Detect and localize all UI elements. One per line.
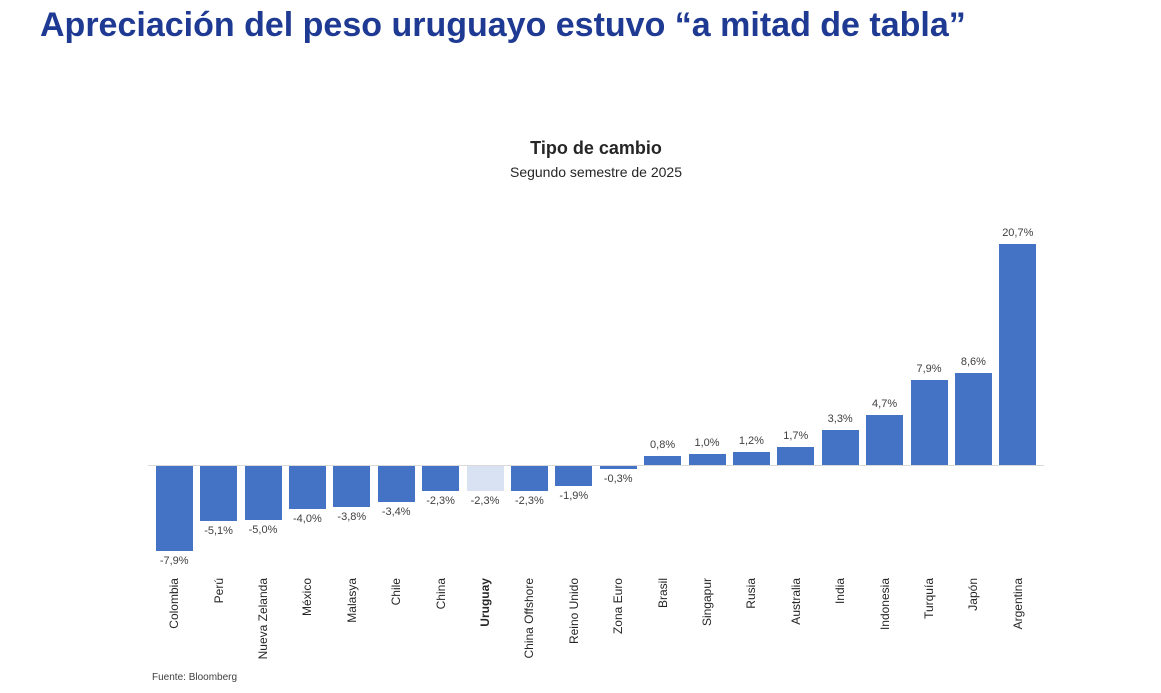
- category-label: Nueva Zelanda: [256, 578, 270, 660]
- value-label: -2,3%: [515, 494, 544, 507]
- category-label: México: [300, 578, 315, 617]
- category-label: Indonesia: [877, 578, 892, 631]
- bar: [510, 466, 548, 491]
- value-label: 7,9%: [916, 363, 942, 376]
- value-label: -3,4%: [381, 506, 411, 519]
- bar: [821, 429, 859, 465]
- value-label: 1,2%: [738, 435, 764, 448]
- bar: [333, 466, 371, 507]
- bar: [555, 466, 593, 487]
- category-label: Turquía: [922, 578, 936, 619]
- bar: [999, 243, 1037, 465]
- value-label: 20,7%: [1002, 226, 1034, 239]
- category-label: Japón: [966, 578, 981, 611]
- bar: [732, 452, 770, 465]
- chart-subtitle: Segundo semestre de 2025: [509, 164, 682, 180]
- category-label: Uruguay: [478, 578, 492, 627]
- value-label: -2,3%: [426, 494, 455, 507]
- bar: [954, 372, 992, 465]
- value-label: -4,0%: [293, 512, 322, 525]
- category-label: Singapur: [700, 578, 714, 627]
- value-label: -7,9%: [159, 554, 189, 567]
- category-label: India: [833, 578, 848, 605]
- category-label: Argentina: [1010, 578, 1025, 630]
- bar: [377, 466, 415, 503]
- bar: [688, 454, 726, 465]
- value-label: 0,8%: [650, 439, 676, 452]
- value-label: -0,3%: [603, 473, 633, 486]
- value-label: -3,8%: [337, 510, 367, 523]
- category-label: China Offshore: [522, 578, 537, 659]
- category-label: Chile: [389, 578, 404, 606]
- bar: [866, 414, 904, 465]
- category-label: Malasya: [344, 578, 359, 623]
- value-label: 3,3%: [827, 412, 853, 425]
- source-note: Fuente: Bloomberg: [152, 672, 238, 683]
- bar: [599, 466, 637, 470]
- value-label: -5,0%: [248, 523, 278, 536]
- value-label: 1,0%: [694, 437, 720, 450]
- value-label: -5,1%: [204, 524, 233, 537]
- bar: [777, 446, 815, 465]
- value-label: -1,9%: [559, 490, 589, 503]
- bar: [244, 466, 282, 520]
- zero-axis-line: [148, 465, 1044, 466]
- category-label: Rusia: [744, 578, 759, 609]
- bar: [422, 466, 460, 491]
- bar: [288, 466, 326, 509]
- category-label: Brasil: [655, 578, 670, 609]
- bar: [644, 456, 682, 465]
- headline: Apreciación del peso uruguayo estuvo “a …: [40, 6, 966, 44]
- bar: [910, 380, 948, 465]
- category-label: China: [433, 578, 448, 610]
- value-label: 8,6%: [960, 355, 986, 368]
- bar: [466, 466, 504, 491]
- value-label: -2,3%: [470, 494, 500, 507]
- category-label: Australia: [788, 578, 803, 625]
- value-label: 4,7%: [872, 397, 898, 410]
- chart-title: Tipo de cambio: [530, 138, 662, 158]
- category-label: Reino Unido: [566, 578, 581, 645]
- category-label: Zona Euro: [611, 578, 626, 635]
- category-label: Perú: [211, 578, 226, 604]
- bar: [155, 466, 193, 551]
- bar: [200, 466, 238, 521]
- value-label: 1,7%: [783, 429, 809, 442]
- category-label: Colombia: [167, 578, 182, 629]
